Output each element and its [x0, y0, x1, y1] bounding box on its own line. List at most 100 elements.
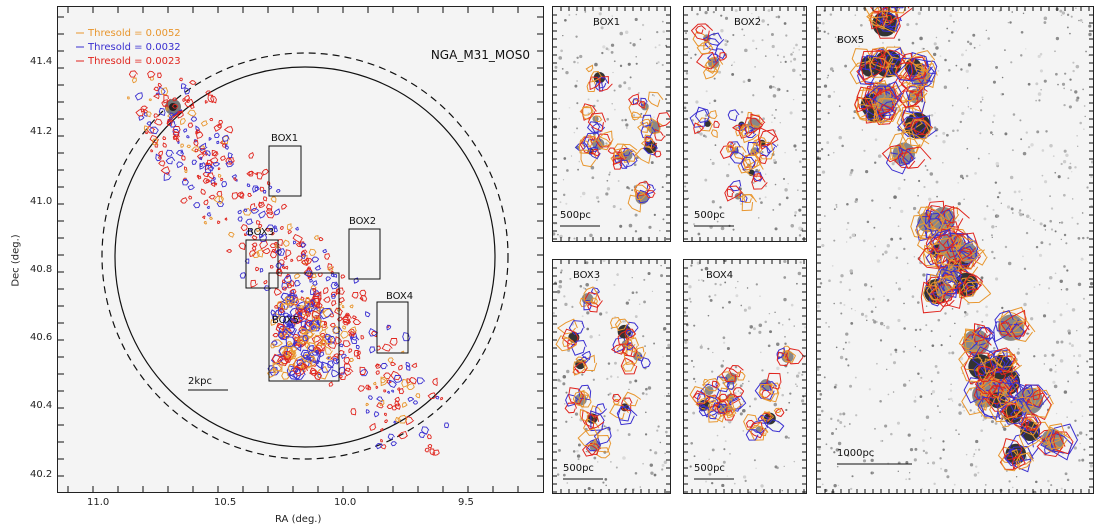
contour-blob: [350, 336, 360, 344]
contour-blob: [394, 396, 400, 403]
contour-blob: [172, 131, 180, 138]
contour-blob: [728, 364, 744, 378]
contour-blob: [729, 150, 746, 164]
contour-blob: [153, 86, 159, 92]
contour-blob: [575, 356, 584, 362]
contour-blob: [695, 106, 711, 123]
contour-blob: [295, 226, 300, 231]
contour-blob: [580, 356, 589, 364]
contour-blob: [254, 186, 259, 192]
contour-blob: [347, 328, 357, 336]
region-boxes: [245, 145, 409, 382]
contour-blob: [609, 316, 622, 329]
contour-blob: [180, 83, 187, 90]
contour-blob: [315, 359, 324, 370]
contour-blob: [286, 223, 293, 230]
contour-blob: [398, 364, 403, 371]
contour-blob: [739, 125, 750, 137]
contour-blob: [374, 363, 382, 369]
contour-blob: [306, 349, 321, 365]
contour-blob: [369, 422, 377, 431]
contour-blob: [568, 320, 585, 335]
contour-blob: [707, 110, 718, 120]
contour-blob: [210, 182, 217, 188]
contour-blob: [376, 402, 384, 409]
contour-blob: [158, 160, 166, 167]
contour-blob: [247, 192, 253, 197]
contour-blob: [883, 53, 906, 77]
contour-blob: [572, 389, 585, 408]
contour-blob: [343, 356, 351, 365]
contour-blob: [639, 118, 654, 130]
contour-blob: [578, 139, 592, 155]
contour-blob: [205, 179, 210, 183]
contour-blob: [203, 220, 208, 225]
contour-blob: [140, 105, 148, 113]
contour-blob: [250, 203, 258, 211]
contour-blob: [900, 75, 923, 97]
contour-blob: [653, 150, 662, 158]
contour-blob: [375, 385, 379, 389]
contour-blob: [228, 231, 235, 238]
contour-blob: [210, 95, 217, 104]
contour-blob: [188, 80, 197, 85]
contour-blob: [144, 131, 149, 135]
contour-blob: [300, 290, 304, 293]
contour-blob: [579, 297, 588, 308]
contour-blob: [756, 145, 772, 157]
contour-blob: [336, 287, 345, 295]
contour-blob: [271, 231, 275, 236]
contour-blob: [638, 101, 646, 109]
contour-blob: [873, 106, 889, 124]
contour-blob: [737, 371, 746, 381]
contour-blob: [331, 300, 337, 307]
contour-blob: [619, 159, 630, 169]
contour-blob: [899, 131, 930, 154]
contour-blob: [153, 113, 160, 118]
contour-blob: [384, 419, 389, 423]
contour-blob: [318, 236, 324, 242]
contour-blob: [275, 262, 282, 269]
contour-blob: [727, 109, 740, 122]
contour-blob: [595, 403, 608, 417]
contour-blob: [304, 268, 313, 276]
contour-blob: [278, 259, 285, 265]
contour-blob: [968, 249, 988, 266]
contour-blob: [613, 148, 624, 159]
contour-blob: [692, 30, 708, 47]
contour-blob: [620, 357, 638, 375]
inset-box2-title: BOX2: [734, 17, 761, 28]
contour-blob: [750, 113, 766, 130]
contour-blob: [221, 134, 230, 142]
contour-blob: [177, 141, 180, 144]
contour-blob: [719, 51, 728, 62]
x-axis-label: RA (deg.): [275, 514, 322, 525]
contour-blob: [359, 295, 368, 302]
contour-blob: [313, 334, 324, 346]
inset-box4-title: BOX4: [706, 270, 733, 281]
contour-blob: [269, 250, 278, 259]
contour-blob: [204, 164, 214, 174]
contour-blob: [207, 164, 215, 172]
contour-blob: [190, 116, 198, 122]
contour-blob: [330, 291, 338, 297]
contour-blob: [584, 414, 605, 430]
contour-blob: [313, 235, 320, 240]
contour-blob: [440, 396, 444, 401]
contour-blob: [750, 424, 769, 441]
contour-blob: [955, 236, 985, 261]
contour-blob: [704, 37, 721, 51]
contour-blob: [622, 360, 635, 372]
contour-blob: [172, 134, 181, 140]
contour-blob: [310, 284, 317, 291]
contour-blob: [273, 225, 277, 229]
ytick-41-2: 41.2: [30, 126, 53, 137]
contour-blob: [384, 412, 388, 417]
contour-blob: [427, 444, 433, 449]
contour-blob: [401, 401, 408, 408]
contour-blob: [259, 240, 269, 250]
contour-blob: [945, 206, 960, 221]
contour-blob: [243, 208, 248, 212]
contour-blob: [262, 190, 267, 194]
contour-blob: [717, 371, 734, 382]
